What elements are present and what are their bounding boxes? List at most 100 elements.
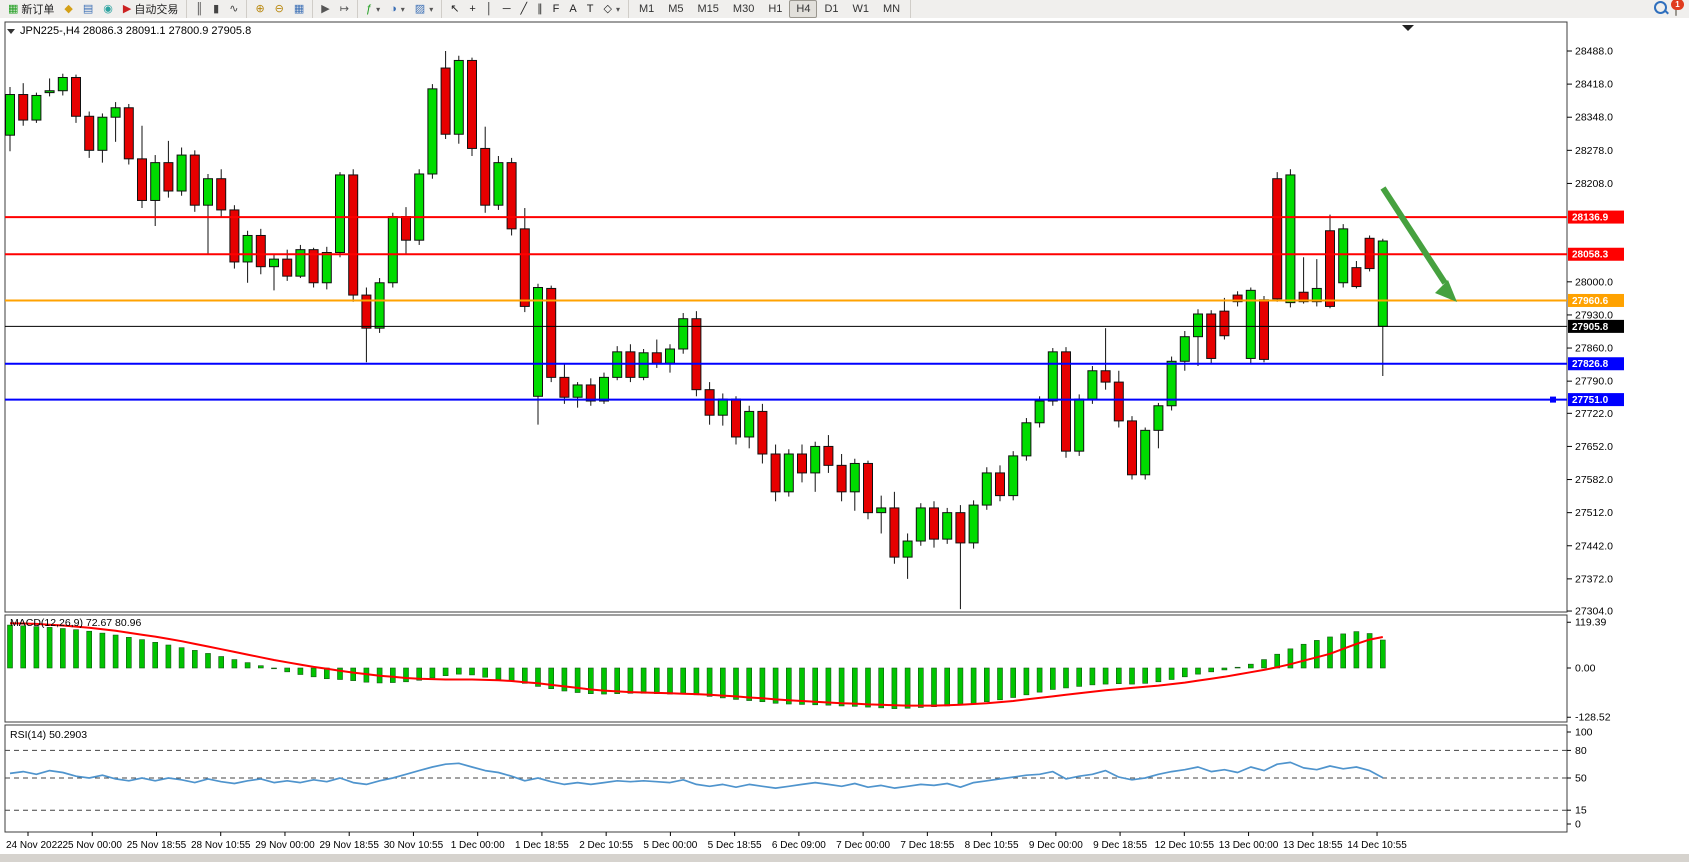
- candle: [374, 282, 385, 329]
- macd-histogram-bar: [337, 667, 343, 680]
- macd-histogram-bar: [1182, 667, 1188, 678]
- macd-histogram-bar: [825, 667, 832, 706]
- candle: [453, 59, 464, 135]
- time-label: 25 Nov 00:00: [62, 840, 122, 851]
- timeframe-m1[interactable]: M1: [638, 3, 655, 15]
- crosshair-button[interactable]: +: [464, 0, 480, 18]
- sound-button[interactable]: ◆: [59, 0, 77, 18]
- hline-button[interactable]: ─: [498, 0, 516, 18]
- macd-histogram-bar: [904, 667, 911, 709]
- candle: [559, 376, 570, 398]
- timeframe-h4[interactable]: H4: [789, 0, 818, 18]
- candle: [955, 512, 966, 544]
- tile-windows-button[interactable]: ▦: [289, 0, 309, 18]
- macd-histogram-bar: [1380, 639, 1386, 669]
- autotrading-button[interactable]: ▶ 自动交易: [118, 0, 183, 18]
- resistance-line-1-price-text: 28136.9: [1572, 213, 1609, 224]
- indicators-button[interactable]: ƒ ▾: [361, 0, 385, 18]
- rsi-tick-label: 80: [1575, 745, 1587, 757]
- price-tick-label: 27512.0: [1575, 507, 1613, 519]
- macd-histogram-bar: [574, 667, 581, 693]
- autotrading-icon: ▶: [122, 3, 132, 15]
- candle: [902, 540, 913, 558]
- pivot-line-price-text: 27960.6: [1572, 296, 1609, 307]
- chevron-down-icon[interactable]: ▾: [400, 4, 405, 14]
- zoom-out-button[interactable]: ⊖: [270, 0, 289, 18]
- chart-canvas[interactable]: 28488.0 28418.0 28348.0 28278.0 28208.0 28000…: [0, 18, 1689, 857]
- tile-windows-icon: ▦: [293, 3, 305, 15]
- timeframe-m30[interactable]: M30: [732, 3, 755, 15]
- chat-button[interactable]: 1: [1671, 0, 1684, 16]
- trendline-button[interactable]: ╱: [516, 0, 533, 18]
- chevron-down-icon[interactable]: ▾: [429, 4, 434, 14]
- macd-histogram-bar: [205, 653, 211, 669]
- search-icon: [1654, 1, 1667, 14]
- candle: [1245, 289, 1256, 359]
- vline-button[interactable]: │: [481, 0, 498, 18]
- macd-histogram-bar: [1089, 667, 1096, 686]
- support-line-2-handle[interactable]: [1550, 396, 1556, 403]
- periods-button[interactable]: ◑ ▾: [385, 0, 410, 18]
- price-tick-label: 28278.0: [1575, 145, 1613, 157]
- timeframe-mn[interactable]: MN: [883, 3, 901, 15]
- macd-tick-label: 0.00: [1575, 663, 1596, 675]
- macd-histogram-bar: [350, 667, 357, 681]
- signals-icon: ◉: [103, 3, 113, 15]
- chevron-down-icon[interactable]: ▾: [615, 4, 620, 14]
- candle: [1061, 351, 1071, 452]
- timeframe-m5[interactable]: M5: [668, 3, 684, 15]
- trend-arrow-head[interactable]: [1435, 280, 1457, 302]
- bar-chart-button[interactable]: ║: [190, 0, 208, 18]
- macd-histogram-bar: [1234, 666, 1241, 669]
- macd-histogram-bar: [680, 667, 687, 695]
- hline-icon: ─: [502, 3, 511, 15]
- support-line-1-price-tag: [1568, 357, 1624, 371]
- macd-tick-label: 119.39: [1575, 617, 1606, 629]
- candle: [823, 445, 834, 466]
- candle: [1021, 422, 1032, 457]
- timeframe-h1[interactable]: H1: [768, 3, 783, 15]
- price-axis[interactable]: [1567, 22, 1637, 832]
- zoom-out-icon: ⊖: [274, 3, 284, 15]
- rsi-line: [9, 761, 1384, 789]
- macd-histogram-bar: [1353, 631, 1360, 669]
- timeframe-d1[interactable]: D1: [824, 3, 839, 15]
- macd-histogram-bar: [535, 667, 541, 687]
- channel-button[interactable]: ∥: [532, 0, 548, 18]
- text-button[interactable]: A: [564, 0, 581, 18]
- chart-shift-button[interactable]: ↦: [335, 0, 354, 18]
- candlestick-chart-button[interactable]: ▮: [208, 0, 224, 18]
- auto-scroll-button[interactable]: ▶: [316, 0, 334, 18]
- line-chart-button[interactable]: ∿: [224, 0, 243, 18]
- timeframe-m15[interactable]: M15: [697, 3, 719, 15]
- price-tick-label: 28000.0: [1575, 276, 1613, 288]
- macd-histogram-bar: [1248, 663, 1254, 669]
- candle: [203, 178, 213, 206]
- arrows-button[interactable]: ◇ ▾: [598, 0, 624, 18]
- new-order-button[interactable]: ▦ 新订单: [3, 0, 59, 18]
- time-label: 7 Dec 18:55: [900, 840, 954, 851]
- chevron-down-icon[interactable]: ▾: [376, 4, 381, 14]
- zoom-in-button[interactable]: ⊕: [250, 0, 269, 18]
- resistance-line-2-price-tag: [1568, 247, 1624, 261]
- cursor-button[interactable]: ↖: [445, 0, 464, 18]
- text-label-button[interactable]: T: [582, 0, 599, 18]
- candle: [414, 173, 425, 241]
- time-axis[interactable]: [5, 833, 1567, 857]
- price-tick-label: 28348.0: [1575, 112, 1613, 124]
- candle: [1298, 291, 1309, 303]
- candle: [691, 318, 702, 391]
- signals-button[interactable]: ◉: [98, 0, 118, 18]
- search-button[interactable]: [1654, 1, 1667, 17]
- chart-window-button[interactable]: ▤: [78, 0, 98, 18]
- trend-arrow[interactable]: [1380, 186, 1448, 285]
- candle: [295, 249, 306, 277]
- candle: [757, 410, 768, 455]
- templates-button[interactable]: ▨ ▾: [410, 0, 438, 18]
- fibonacci-button[interactable]: F: [548, 0, 565, 18]
- candle: [57, 76, 68, 92]
- one-click-trading-expander[interactable]: [7, 29, 15, 34]
- timeframe-w1[interactable]: W1: [852, 3, 870, 15]
- price-pane[interactable]: [4, 21, 1568, 613]
- macd-histogram-bar: [614, 667, 621, 694]
